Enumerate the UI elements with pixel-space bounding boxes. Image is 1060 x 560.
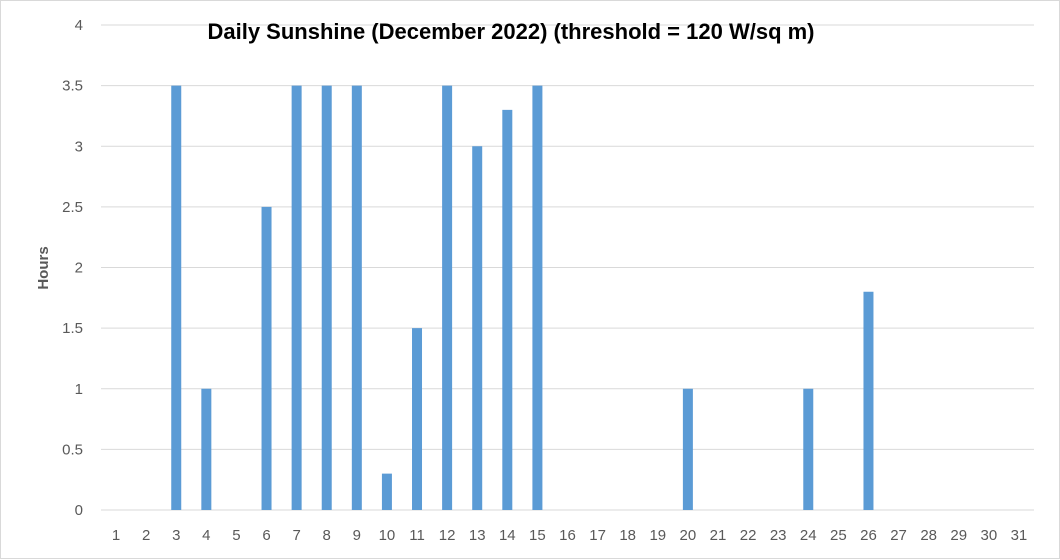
x-tick-label: 21 <box>710 527 727 544</box>
bar-day-6 <box>261 206 272 510</box>
y-tick-label: 0.5 <box>62 441 83 458</box>
bars <box>171 85 874 510</box>
x-tick-label: 2 <box>142 527 150 544</box>
y-tick-label: 1.5 <box>62 320 83 337</box>
x-tick-label: 12 <box>439 527 456 544</box>
x-tick-label: 22 <box>740 527 757 544</box>
gridlines <box>101 24 1034 511</box>
x-tick-label: 25 <box>830 527 847 544</box>
x-tick-label: 27 <box>890 527 907 544</box>
bar-day-14 <box>502 109 513 510</box>
bar-day-20 <box>682 388 693 510</box>
y-tick-label: 4 <box>75 17 83 34</box>
x-tick-label: 4 <box>202 527 210 544</box>
y-tick-label: 3.5 <box>62 78 83 95</box>
x-tick-label: 13 <box>469 527 486 544</box>
y-tick-label: 3 <box>75 138 83 155</box>
y-axis-ticks: 0 0.5 1 1.5 2 2.5 3 3.5 4 <box>62 17 83 519</box>
bar-day-11 <box>412 328 423 510</box>
x-tick-label: 26 <box>860 527 877 544</box>
y-axis-title: Hours <box>35 246 52 289</box>
x-tick-label: 10 <box>379 527 396 544</box>
bar-day-7 <box>291 85 302 510</box>
x-tick-label: 28 <box>920 527 937 544</box>
y-tick-label: 2 <box>75 260 83 277</box>
x-tick-label: 3 <box>172 527 180 544</box>
x-tick-label: 9 <box>353 527 361 544</box>
x-tick-label: 5 <box>232 527 240 544</box>
bar-day-9 <box>351 85 362 510</box>
bar-day-3 <box>171 85 182 510</box>
x-tick-label: 17 <box>589 527 606 544</box>
bar-day-12 <box>442 85 453 510</box>
x-tick-label: 18 <box>619 527 636 544</box>
x-tick-label: 24 <box>800 527 817 544</box>
x-tick-label: 6 <box>262 527 270 544</box>
x-axis-ticks: 1 2 3 4 5 6 7 8 9 10 11 12 13 14 15 16 17 18 19 20 21 22 23 24 2… <box>112 527 1027 544</box>
bar-day-26 <box>863 291 874 510</box>
x-tick-label: 8 <box>323 527 331 544</box>
bar-day-24 <box>803 388 814 510</box>
x-tick-label: 7 <box>292 527 300 544</box>
bar-day-15 <box>532 85 543 510</box>
x-tick-label: 14 <box>499 527 516 544</box>
x-tick-label: 1 <box>112 527 120 544</box>
bar-day-4 <box>201 388 212 510</box>
x-tick-label: 11 <box>409 527 425 544</box>
bar-day-8 <box>321 85 332 510</box>
x-tick-label: 15 <box>529 527 546 544</box>
y-tick-label: 0 <box>75 502 83 519</box>
x-tick-label: 20 <box>680 527 697 544</box>
x-tick-label: 31 <box>1011 527 1028 544</box>
x-tick-label: 30 <box>981 527 998 544</box>
y-tick-label: 1 <box>75 381 83 398</box>
y-tick-label: 2.5 <box>62 199 83 216</box>
x-tick-label: 19 <box>649 527 666 544</box>
x-tick-label: 29 <box>950 527 967 544</box>
bar-day-13 <box>472 146 483 510</box>
bar-day-10 <box>381 473 392 510</box>
x-tick-label: 23 <box>770 527 787 544</box>
x-tick-label: 16 <box>559 527 576 544</box>
chart-title: Daily Sunshine (December 2022) (threshol… <box>207 19 814 44</box>
